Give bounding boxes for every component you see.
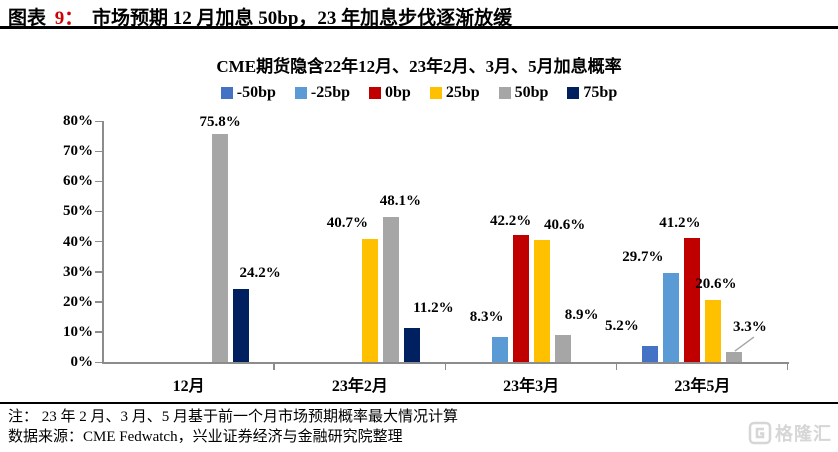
legend-label: 75bp <box>583 84 618 101</box>
bar-50bp-23年3月 <box>554 335 571 362</box>
y-axis-tick <box>95 301 103 303</box>
legend-swatch-icon <box>429 87 442 99</box>
gelonghui-logo: 格隆汇 <box>748 420 832 446</box>
y-axis-tick <box>95 210 103 213</box>
legend-item--50bp: -50bp <box>220 84 276 102</box>
y-axis-tick-label: 30% <box>63 263 93 280</box>
bar-50bp-12月 <box>212 133 229 362</box>
y-axis-tick <box>95 180 103 183</box>
bar-value-label: 24.2% <box>239 265 281 282</box>
x-axis-tick <box>444 364 446 370</box>
category-label: 12月 <box>172 378 205 395</box>
y-axis-tick-label: 0% <box>70 354 94 370</box>
gelonghui-logo-icon <box>748 421 772 445</box>
y-axis-tick-label: 70% <box>63 143 93 160</box>
legend-item-50bp: 50bp <box>498 84 549 102</box>
legend-swatch-icon <box>498 87 511 99</box>
x-axis-tick <box>787 364 789 370</box>
figure-title: 市场预期 12 月加息 50bp，23 年加息步伐逐渐放缓 <box>92 8 513 29</box>
bar-25bp-23年3月 <box>533 239 550 362</box>
source-line: 数据来源：CME Fedwatch，兴业证券经济与金融研究院整理 <box>8 429 403 445</box>
bar-value-label: 41.2% <box>659 214 701 231</box>
chart-legend: -50bp -25bp 0bp 25bp 50bp 75bp <box>0 84 838 102</box>
legend-swatch-icon <box>567 87 580 99</box>
y-axis-tick <box>95 271 103 273</box>
bar-value-label: 42.2% <box>490 212 532 229</box>
bar-value-label: 5.2% <box>605 318 639 335</box>
bar-value-label: 20.6% <box>695 275 737 292</box>
bar-0bp-23年3月 <box>512 234 529 362</box>
bar-75bp-12月 <box>233 289 250 362</box>
header-divider <box>0 26 838 29</box>
bar-25bp-23年2月 <box>362 239 379 362</box>
legend-label: -50bp <box>236 84 276 101</box>
bar-value-label: 48.1% <box>379 193 421 210</box>
bar--50bp-23年5月 <box>641 346 658 362</box>
legend-item-75bp: 75bp <box>567 84 617 102</box>
bar--25bp-23年3月 <box>491 336 508 362</box>
bar-0bp-23年5月 <box>683 237 700 362</box>
bar-75bp-23年2月 <box>404 328 421 362</box>
y-axis-tick-label: 50% <box>63 203 93 220</box>
legend-item-0bp: 0bp <box>369 84 411 102</box>
legend-swatch-icon <box>294 87 307 99</box>
bar-25bp-23年5月 <box>704 299 721 362</box>
y-axis-tick-label: 60% <box>63 173 93 190</box>
label-leader-line <box>734 336 755 352</box>
figure-header: 图表 9： 市场预期 12 月加息 50bp，23 年加息步伐逐渐放缓 <box>8 3 832 30</box>
figure-number: 9： <box>54 8 84 29</box>
x-axis-tick <box>615 364 618 370</box>
y-axis-tick-label: 80% <box>63 113 93 129</box>
y-axis-tick-label: 40% <box>63 233 93 250</box>
bar-50bp-23年5月 <box>725 352 742 362</box>
x-axis-tick <box>273 364 275 370</box>
bar-value-label: 8.3% <box>469 308 504 325</box>
bar-value-label: 40.7% <box>326 215 368 232</box>
y-axis-tick <box>95 241 103 243</box>
legend-label: -25bp <box>310 84 351 101</box>
legend-item--25bp: -25bp <box>294 84 351 102</box>
y-axis-tick <box>95 150 103 153</box>
y-axis-line <box>102 121 104 362</box>
y-axis-tick-label: 20% <box>63 293 93 310</box>
bar-50bp-23年2月 <box>383 217 400 362</box>
legend-item-25bp: 25bp <box>429 84 480 102</box>
y-axis-tick <box>95 331 103 333</box>
legend-label: 0bp <box>385 84 411 101</box>
y-axis-tick <box>95 361 103 363</box>
bar-value-label: 3.3% <box>733 319 767 336</box>
y-axis-tick <box>95 120 103 122</box>
gelonghui-logo-text: 格隆汇 <box>775 424 832 444</box>
bar-value-label: 8.9% <box>564 307 599 324</box>
legend-swatch-icon <box>369 87 382 99</box>
chart-title: CME期货隐含22年12月、23年2月、3月、5月加息概率 <box>216 57 622 76</box>
footer-divider <box>0 402 838 404</box>
bar-value-label: 29.7% <box>622 248 664 265</box>
bar-value-label: 40.6% <box>544 216 586 233</box>
x-axis-line <box>102 362 789 364</box>
bar-value-label: 75.8% <box>199 113 241 130</box>
note-line: 注： 23 年 2 月、3 月、5 月基于前一个月市场预期概率最大情况计算 <box>8 409 459 425</box>
bar-value-label: 11.2% <box>413 300 454 317</box>
category-label: 23年5月 <box>674 378 731 395</box>
figure-label: 图表 <box>8 8 47 29</box>
category-label: 23年3月 <box>503 378 560 395</box>
bar--25bp-23年5月 <box>662 272 679 362</box>
y-axis-tick-label: 10% <box>63 323 93 340</box>
category-label: 23年2月 <box>331 378 388 395</box>
legend-label: 50bp <box>514 84 549 101</box>
legend-swatch-icon <box>220 87 233 99</box>
legend-label: 25bp <box>445 84 480 101</box>
